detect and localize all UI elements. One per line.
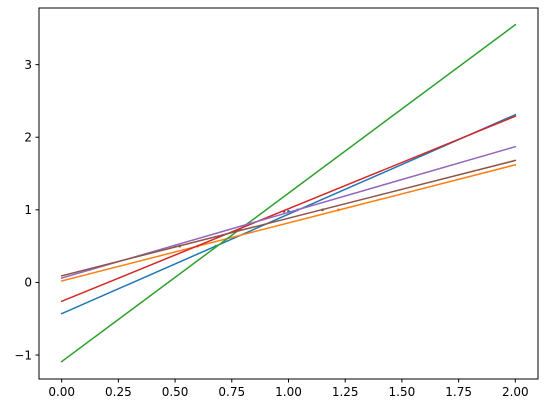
series-5-point-0 bbox=[178, 244, 182, 248]
series-line-0 bbox=[60, 113, 517, 315]
x-tick-label-2: 0.50 bbox=[162, 385, 189, 399]
x-tick-label-1: 0.25 bbox=[105, 385, 132, 399]
series-1-point-1 bbox=[337, 208, 340, 212]
series-5-point-1 bbox=[321, 208, 324, 212]
series-4-point-1 bbox=[296, 208, 299, 212]
y-tick-label-3: 2 bbox=[24, 131, 32, 145]
y-tick-label-0: −1 bbox=[14, 348, 32, 362]
series-2-point-0 bbox=[214, 244, 218, 248]
x-tick-label-7: 1.75 bbox=[445, 385, 472, 399]
x-tick-label-8: 2.00 bbox=[502, 385, 529, 399]
x-tick-label-6: 1.50 bbox=[389, 385, 416, 399]
x-tick-label-0: 0.00 bbox=[48, 385, 75, 399]
series-layer bbox=[60, 23, 517, 363]
series-3-point-0 bbox=[282, 209, 286, 213]
x-tick-label-4: 1.00 bbox=[275, 385, 302, 399]
axes-layer: 0.00 0.25 0.50 0.75 1.00 1.25 1.50 1.75 2.00 −1 0 1… bbox=[14, 7, 539, 399]
series-line-3 bbox=[60, 115, 517, 303]
y-tick-label-2: 1 bbox=[24, 203, 32, 217]
x-tick-label-3: 0.75 bbox=[218, 385, 245, 399]
x-tick-label-5: 1.25 bbox=[332, 385, 359, 399]
series-line-1 bbox=[60, 163, 517, 282]
y-tick-label-4: 3 bbox=[24, 58, 32, 72]
series-line-2 bbox=[60, 23, 517, 363]
y-tick-label-1: 0 bbox=[24, 276, 32, 290]
series-line-5 bbox=[60, 159, 517, 277]
